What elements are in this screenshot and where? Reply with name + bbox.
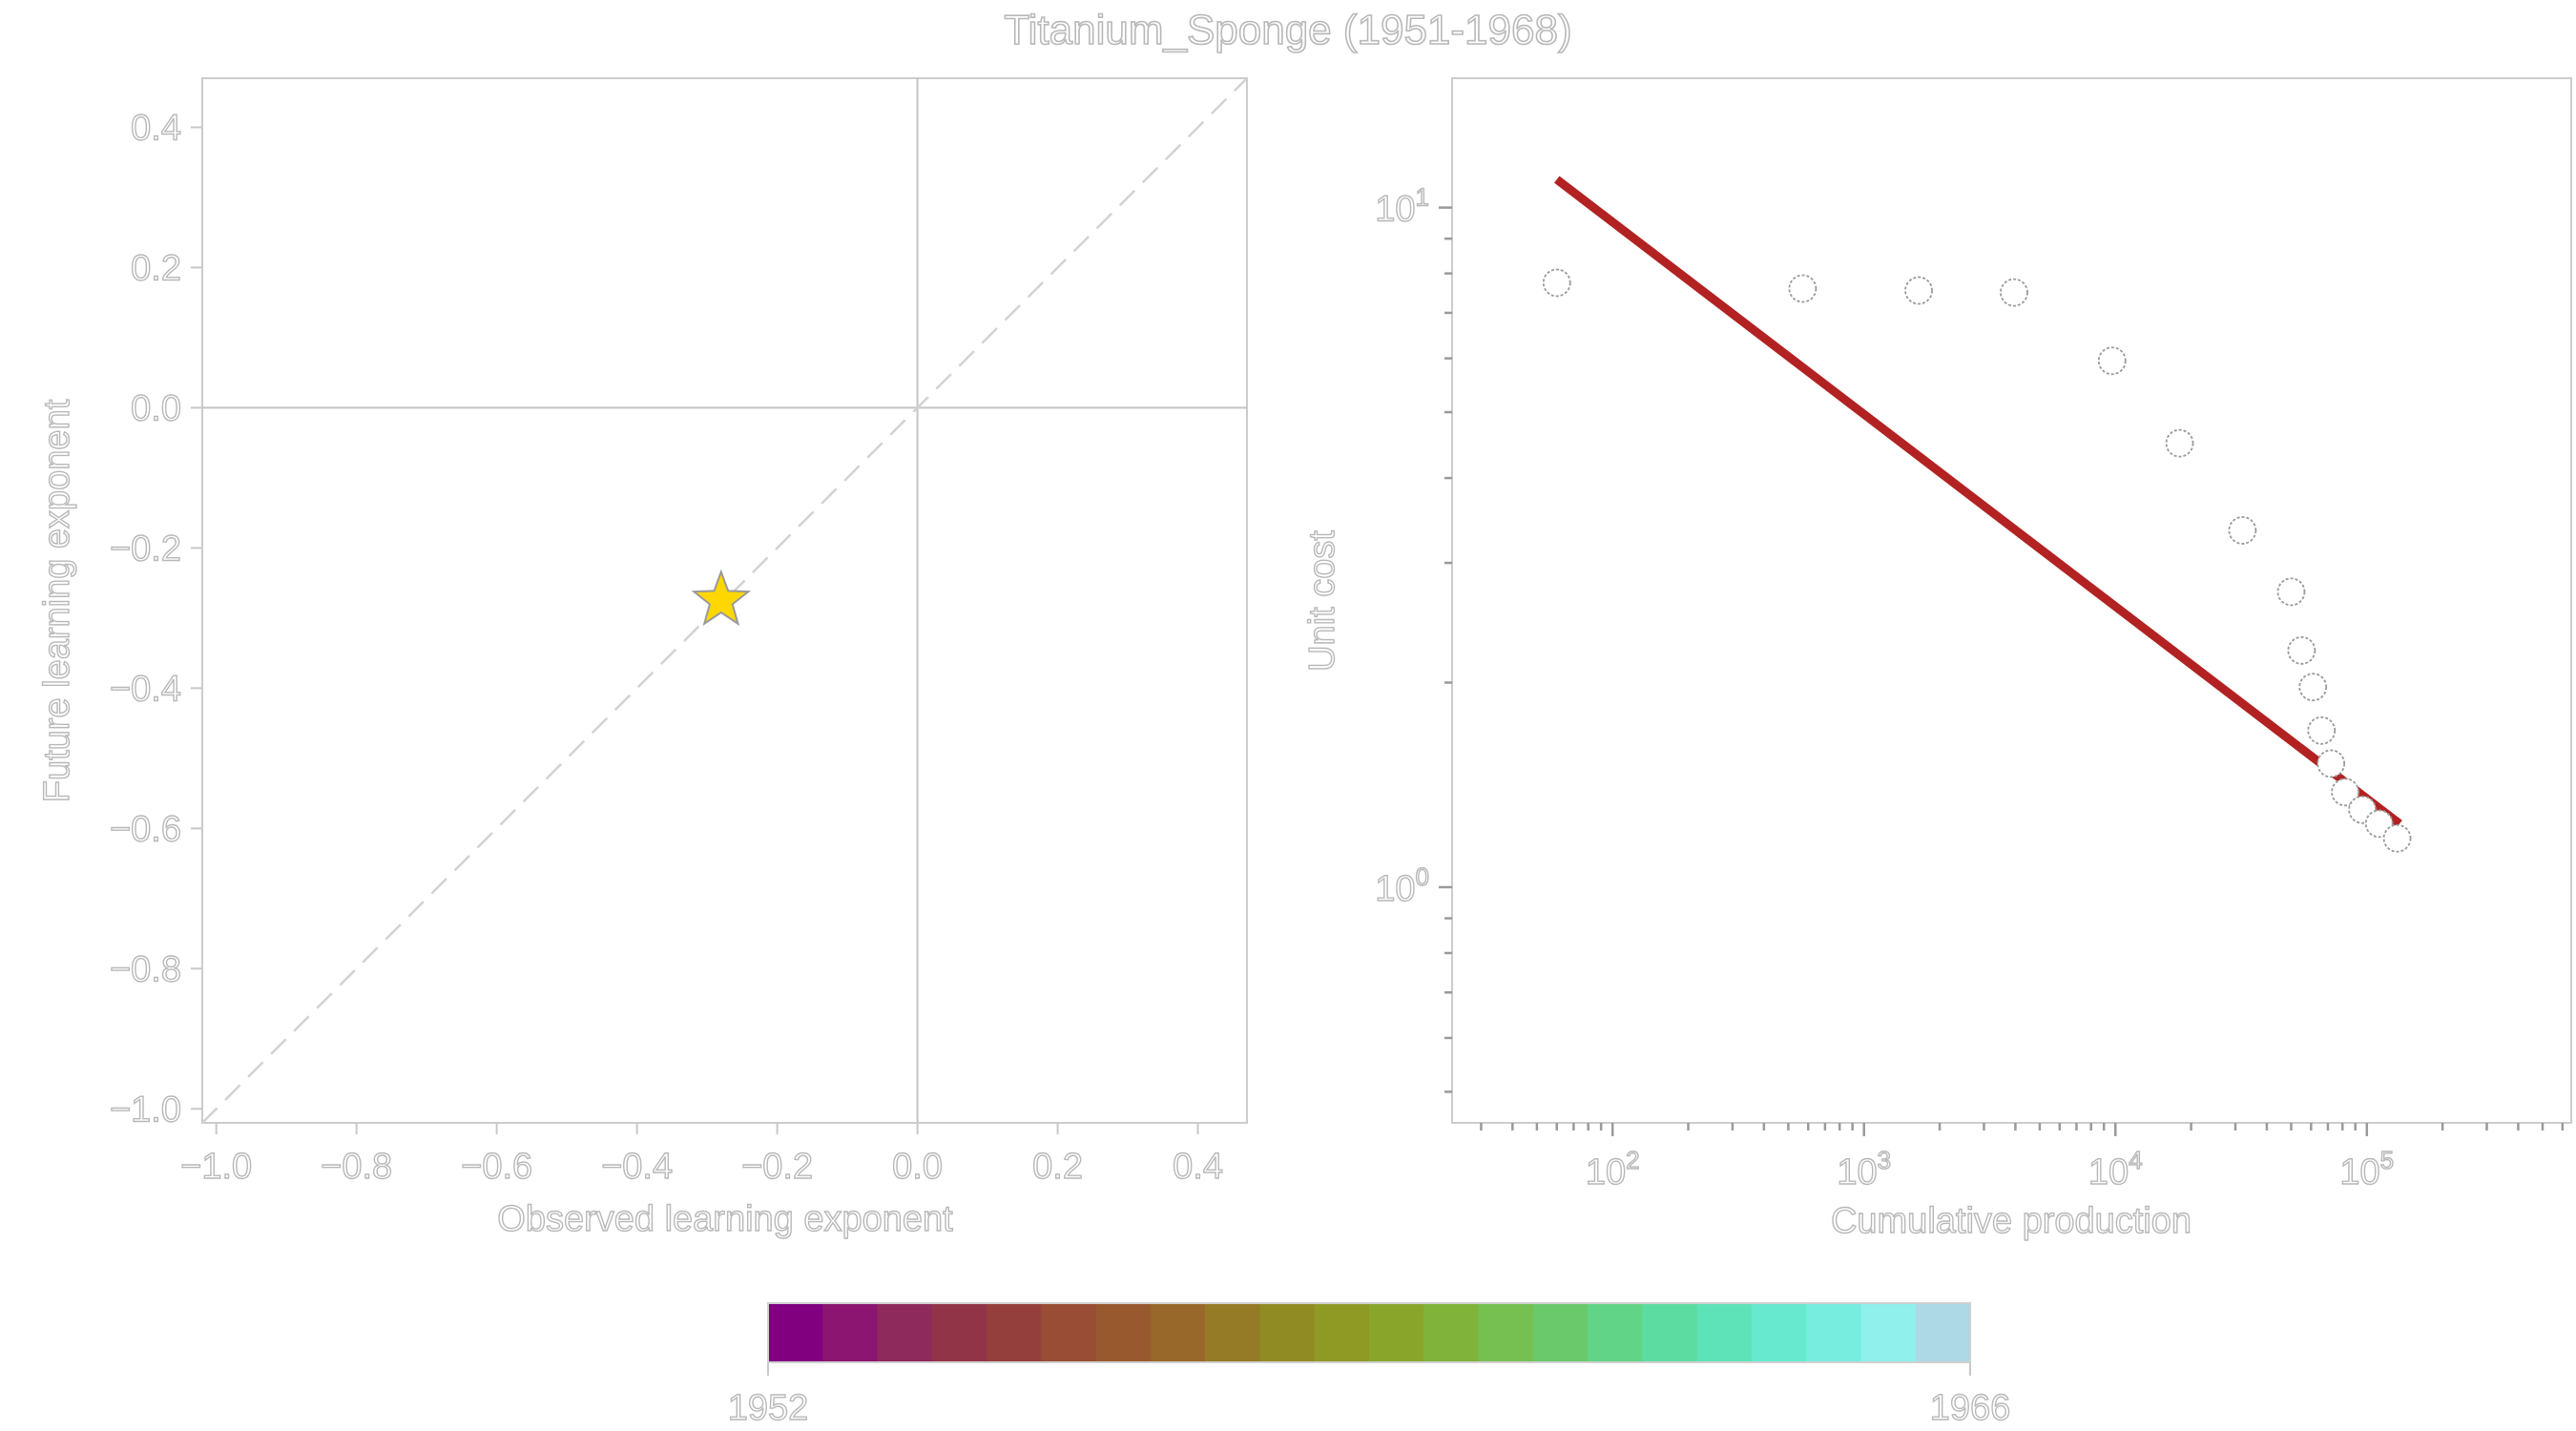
data-point	[1904, 276, 1933, 305]
data-point	[2165, 428, 2194, 458]
left-x-ticks: −1.0 −0.8 −0.6 −0.4 −0.2 0.0 0.2 0.4	[179, 1123, 1224, 1188]
colorbar-cell	[987, 1303, 1042, 1362]
colorbar-frame	[767, 1302, 1971, 1363]
y-tick-label-base: 10	[1375, 190, 1415, 230]
data-point	[2316, 749, 2346, 778]
x-tick-label: 0.4	[1173, 1147, 1223, 1187]
x-tick-label: −0.2	[741, 1147, 813, 1187]
x-tick-label-base: 10	[2088, 1152, 2129, 1192]
y-tick-label-exponent: 0	[1416, 862, 1429, 891]
data-point	[2287, 635, 2316, 665]
colorbar-cell	[1532, 1303, 1589, 1362]
y-tick-label-exponent: 1	[1416, 183, 1429, 212]
data-point	[2000, 278, 2028, 307]
x-tick-label: 102	[1586, 1146, 1640, 1192]
data-point	[1788, 274, 1818, 303]
y-tick-label: 100	[1375, 862, 1429, 909]
y-tick-label: 0.4	[131, 108, 181, 148]
colorbar-cell	[822, 1303, 879, 1362]
x-tick-label-exponent: 4	[2129, 1146, 2142, 1174]
data-point	[2298, 673, 2328, 702]
star-marker	[691, 569, 752, 627]
left-plot-frame	[201, 77, 1248, 1124]
colorbar-cell	[1806, 1303, 1862, 1362]
y-tick-label: −1.0	[110, 1089, 181, 1130]
right-y-axis-label: Unit cost	[1302, 530, 1342, 672]
x-tick-label-base: 10	[1837, 1152, 1877, 1192]
y-tick-label: −0.6	[110, 809, 181, 849]
colorbar-max-label: 1966	[1930, 1388, 2011, 1428]
y-tick-label: −0.8	[110, 949, 181, 989]
y-tick-label: −0.4	[110, 669, 181, 709]
colorbar-cell	[1369, 1303, 1424, 1362]
colorbar-cell	[1478, 1303, 1534, 1362]
colorbar-min-label: 1952	[728, 1388, 809, 1428]
x-tick-label: −1.0	[180, 1147, 252, 1187]
x-tick-label-exponent: 3	[1878, 1146, 1891, 1174]
y-tick-label: 101	[1375, 183, 1429, 230]
colorbar-cells	[768, 1303, 1971, 1362]
colorbar-cell	[1915, 1303, 1971, 1362]
y-tick-label-base: 10	[1375, 869, 1415, 909]
left-y-axis-label: Future learning exponent	[37, 399, 77, 802]
figure-title: Titanium_Sponge (1951-1968)	[1004, 7, 1571, 53]
colorbar-cell	[1588, 1303, 1643, 1362]
x-tick-label: 104	[2088, 1146, 2143, 1192]
data-point	[2276, 577, 2306, 607]
y-tick-label: 0.0	[131, 388, 181, 428]
colorbar: 1952 1966	[727, 1302, 2011, 1429]
colorbar-cell	[1314, 1303, 1370, 1362]
fit-line	[1554, 176, 2402, 827]
right-x-ticks: 102 103 104 105	[1480, 1123, 2565, 1193]
left-y-ticks: 0.4 0.2 0.0 −0.2 −0.4 −0.6 −0.8 −1.0	[109, 108, 202, 1130]
identity-diagonal-line	[201, 77, 1248, 1124]
colorbar-cell	[768, 1303, 823, 1362]
data-point	[2228, 516, 2257, 545]
colorbar-cell	[1205, 1303, 1261, 1362]
left-x-axis-label: Observed learning exponent	[497, 1199, 953, 1239]
x-tick-label-exponent: 5	[2380, 1146, 2394, 1174]
colorbar-cell	[1150, 1303, 1206, 1362]
right-x-axis-label: Cumulative production	[1831, 1201, 2192, 1241]
colorbar-cell	[877, 1303, 933, 1362]
y-tick-label: 0.2	[131, 248, 181, 288]
x-tick-label: −0.8	[321, 1147, 392, 1187]
data-point	[1542, 268, 1571, 298]
learning-exponent-panel: −1.0 −0.8 −0.6 −0.4 −0.2 0.0 0.2 0.4 0.40.20.0−…	[36, 77, 1248, 1240]
x-tick-label-exponent: 2	[1626, 1146, 1639, 1174]
data-point	[2307, 716, 2337, 745]
x-tick-label-base: 10	[1586, 1152, 1626, 1192]
x-tick-label: 0.2	[1032, 1147, 1083, 1187]
right-markers	[1542, 268, 2412, 853]
colorbar-cell	[1642, 1303, 1698, 1362]
x-tick-label: 0.0	[892, 1147, 943, 1187]
x-tick-label: −0.4	[601, 1147, 673, 1187]
data-point	[2331, 778, 2359, 807]
colorbar-cell	[1751, 1303, 1807, 1362]
x-tick-label: −0.6	[461, 1147, 532, 1187]
colorbar-cell	[1860, 1303, 1917, 1362]
fit-line-group	[1554, 176, 2402, 827]
data-point	[2382, 823, 2412, 853]
x-tick-label: 105	[2339, 1146, 2394, 1192]
y-tick-label: −0.2	[110, 529, 181, 569]
x-tick-label-base: 10	[2339, 1152, 2379, 1192]
colorbar-cell	[1259, 1303, 1316, 1362]
colorbar-cell	[1423, 1303, 1480, 1362]
x-tick-label: 103	[1837, 1146, 1891, 1192]
reference-lines	[201, 77, 1248, 1124]
left-markers	[691, 569, 752, 627]
colorbar-cell	[1095, 1303, 1152, 1362]
colorbar-cell	[931, 1303, 987, 1362]
colorbar-cell	[1696, 1303, 1753, 1362]
right-plot-frame	[1451, 77, 2572, 1124]
colorbar-cell	[1041, 1303, 1097, 1362]
data-point	[2097, 346, 2127, 376]
